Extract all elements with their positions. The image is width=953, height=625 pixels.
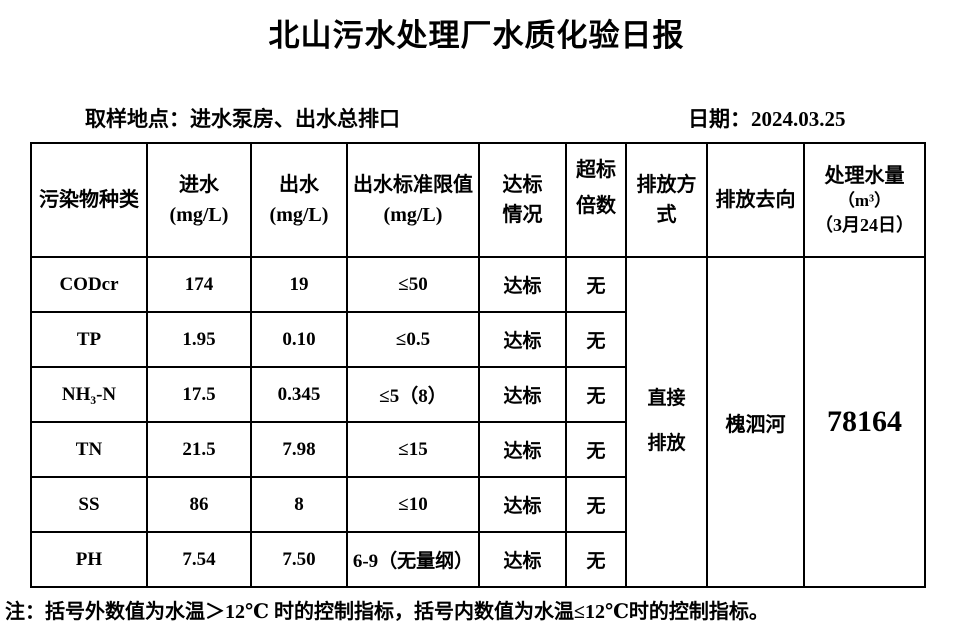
- header-limit: 出水标准限值 (mg/L): [346, 142, 480, 258]
- cell-influent: 7.54: [146, 531, 252, 588]
- cell-compliance: 达标: [478, 476, 567, 533]
- cell-influent: 1.95: [146, 311, 252, 368]
- header-effluent: 出水 (mg/L): [250, 142, 348, 258]
- header-compliance-line2: 情况: [502, 204, 543, 226]
- header-discharge-mode-line2: 式: [656, 204, 677, 226]
- header-discharge-mode-line1: 排放方: [636, 174, 697, 196]
- page-title: 北山污水处理厂水质化验日报: [268, 18, 685, 53]
- cell-effluent: 0.345: [250, 366, 348, 423]
- table-row-ss: SS 86 8 ≤10 达标 无: [30, 476, 925, 533]
- cell-pollutant: CODcr: [30, 256, 148, 313]
- header-discharge-dest-label: 排放去向: [715, 189, 796, 211]
- cell-influent: 21.5: [146, 421, 252, 478]
- header-volume: 处理水量 （m³） （3月24日）: [803, 142, 926, 258]
- cell-pollutant: TP: [30, 311, 148, 368]
- cell-influent: 86: [146, 476, 252, 533]
- cell-compliance: 达标: [478, 366, 567, 423]
- cell-treated-volume: 78164: [803, 256, 926, 588]
- table-row-nh3n: NH₃-N 17.5 0.345 ≤5（8） 达标 无: [30, 366, 925, 423]
- header-volume-line3: （3月24日）: [815, 214, 914, 235]
- cell-effluent: 7.50: [250, 531, 348, 588]
- footnote: 注：括号外数值为水温＞12℃ 时的控制指标，括号内数值为水温≤12℃时的控制指标…: [5, 601, 769, 623]
- cell-discharge-dest: 槐泗河: [706, 256, 805, 588]
- cell-limit: ≤0.5: [346, 311, 480, 368]
- header-limit-line1: 出水标准限值: [353, 174, 473, 196]
- cell-pollutant: PH: [30, 531, 148, 588]
- table-row-tp: TP 1.95 0.10 ≤0.5 达标 无: [30, 311, 925, 368]
- table-row-tn: TN 21.5 7.98 ≤15 达标 无: [30, 421, 925, 478]
- cell-compliance: 达标: [478, 311, 567, 368]
- header-influent: 进水 (mg/L): [146, 142, 252, 258]
- cell-effluent: 8: [250, 476, 348, 533]
- table-row-ph: PH 7.54 7.50 6-9（无量纲） 达标 无: [30, 531, 925, 588]
- header-exceed-line1: 超标: [576, 159, 616, 181]
- cell-exceed: 无: [565, 421, 627, 478]
- cell-limit: ≤15: [346, 421, 480, 478]
- cell-influent: 17.5: [146, 366, 252, 423]
- header-exceed-inner: 超标 倍数: [568, 152, 624, 224]
- report-date-label: 日期：2024.03.25: [688, 107, 846, 131]
- cell-limit: 6-9（无量纲）: [346, 531, 480, 588]
- cell-exceed: 无: [565, 256, 627, 313]
- cell-pollutant: TN: [30, 421, 148, 478]
- discharge-mode-line1: 直接: [647, 388, 686, 410]
- cell-compliance: 达标: [478, 421, 567, 478]
- header-pollutant-label: 污染物种类: [39, 189, 139, 211]
- cell-effluent: 19: [250, 256, 348, 313]
- cell-limit: ≤10: [346, 476, 480, 533]
- header-limit-line2: (mg/L): [383, 204, 443, 226]
- header-volume-line1: 处理水量: [824, 164, 905, 187]
- header-discharge-mode: 排放方 式: [625, 142, 708, 258]
- cell-exceed: 无: [565, 366, 627, 423]
- header-row: 污染物种类 进水 (mg/L) 出水 (mg/L) 出水标准限值 (mg/L) …: [30, 142, 926, 258]
- header-exceed-line2: 倍数: [576, 195, 616, 217]
- water-quality-table: 污染物种类 进水 (mg/L) 出水 (mg/L) 出水标准限值 (mg/L) …: [30, 142, 926, 588]
- cell-exceed: 无: [565, 476, 627, 533]
- cell-limit: ≤50: [346, 256, 480, 313]
- header-influent-line1: 进水: [179, 174, 219, 196]
- cell-pollutant: NH₃-N: [30, 366, 148, 423]
- cell-exceed: 无: [565, 531, 627, 588]
- cell-effluent: 0.10: [250, 311, 348, 368]
- header-compliance: 达标 情况: [478, 142, 567, 258]
- header-effluent-line1: 出水: [279, 174, 319, 196]
- cell-compliance: 达标: [478, 531, 567, 588]
- cell-influent: 174: [146, 256, 252, 313]
- cell-limit: ≤5（8）: [346, 366, 480, 423]
- header-pollutant: 污染物种类: [30, 142, 148, 258]
- cell-exceed: 无: [565, 311, 627, 368]
- cell-compliance: 达标: [478, 256, 567, 313]
- header-effluent-line2: (mg/L): [269, 204, 329, 226]
- header-compliance-line1: 达标: [502, 174, 543, 196]
- header-influent-line2: (mg/L): [169, 204, 229, 226]
- cell-effluent: 7.98: [250, 421, 348, 478]
- header-volume-line2: （m³）: [837, 190, 892, 210]
- header-exceed: 超标 倍数: [565, 142, 627, 258]
- discharge-mode-line2: 排放: [647, 433, 686, 454]
- table-row-codcr: CODcr 174 19 ≤50 达标 无 直接 排放 槐泗河 78164: [30, 256, 926, 588]
- sampling-location-label: 取样地点：进水泵房、出水总排口: [85, 107, 400, 131]
- cell-pollutant: SS: [30, 476, 148, 533]
- cell-discharge-mode: 直接 排放: [625, 256, 708, 588]
- header-discharge-dest: 排放去向: [706, 142, 805, 258]
